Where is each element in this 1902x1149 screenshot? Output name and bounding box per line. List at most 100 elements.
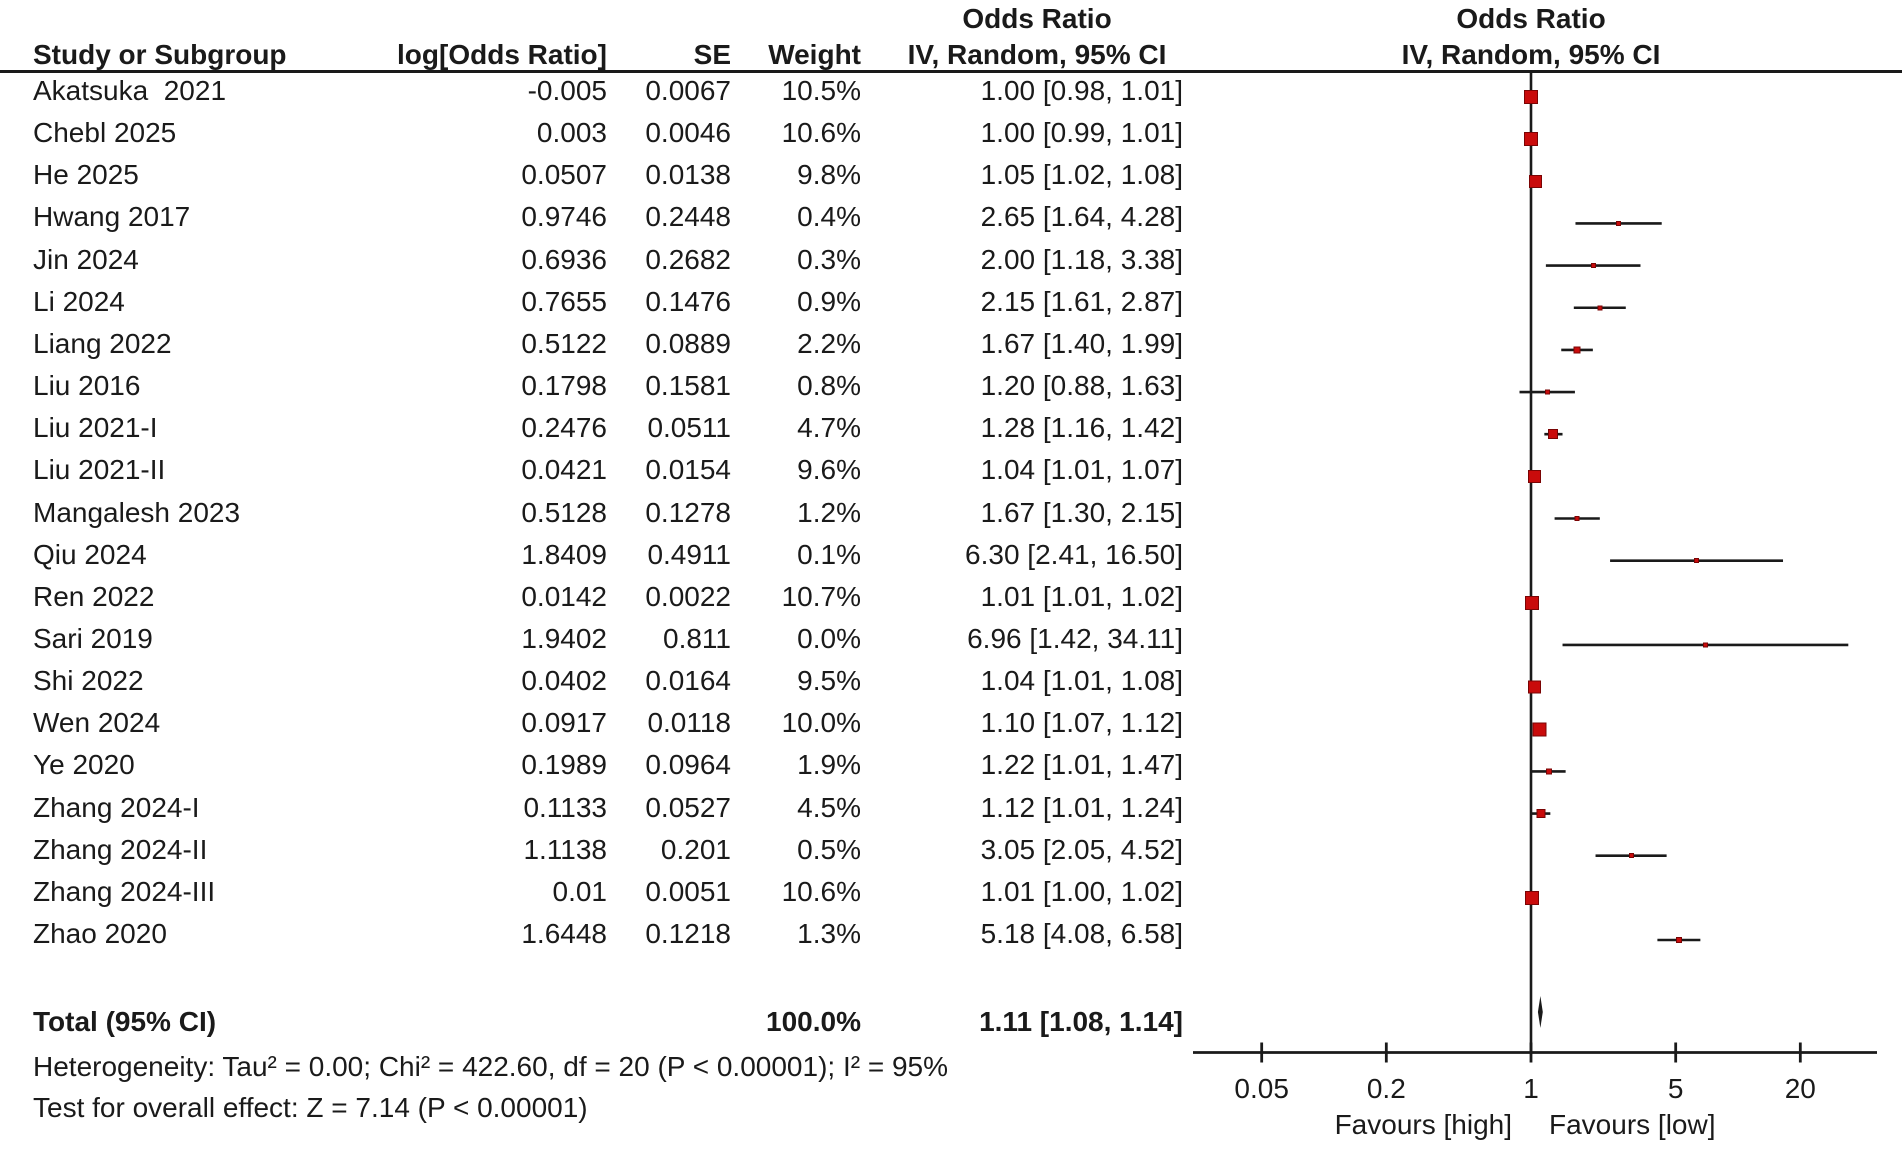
weight-value: 2.2% (797, 327, 861, 359)
ci-value: 1.00 [0.98, 1.01] (980, 75, 1183, 106)
column-header-ci-right: IV, Random, 95% CI (1401, 39, 1661, 70)
header-rule (0, 70, 1902, 73)
ci-value: 3.05 [2.05, 4.52] (980, 833, 1183, 865)
ci-value: 1.10 [1.07, 1.12] (980, 707, 1183, 739)
study-name: Qiu 2024 (33, 538, 147, 570)
ci-value: 6.30 [2.41, 16.50] (965, 538, 1183, 570)
logor-value: 1.9402 (521, 622, 607, 654)
column-header-ci-left: IV, Random, 95% CI (907, 39, 1167, 70)
study-name: Liu 2016 (33, 370, 141, 402)
ci-value: 1.22 [1.01, 1.47] (980, 749, 1183, 781)
se-value: 0.201 (660, 833, 731, 865)
study-name: Ye 2020 (33, 749, 135, 781)
ci-value: 1.28 [1.16, 1.42] (980, 412, 1183, 444)
effect-marker (1628, 853, 1634, 859)
weight-value: 1.2% (797, 496, 861, 528)
weight-value: 0.4% (797, 201, 861, 233)
study-row: Ye 2020 0.1989 0.0964 1.9% 1.22 [1.01, 1.47] (0, 750, 1902, 792)
weight-value: 9.8% (797, 159, 861, 191)
study-row: Jin 2024 0.6936 0.2682 0.3% 2.00 [1.18, 3.38… (0, 243, 1902, 287)
study-name: Zhang 2024-II (33, 833, 208, 865)
se-value: 0.0511 (647, 412, 731, 444)
column-header-logor: log[Odds Ratio] (397, 39, 607, 70)
effect-marker (1524, 890, 1539, 905)
effect-marker (1573, 346, 1581, 354)
se-value: 0.0964 (645, 749, 731, 781)
se-value: 0.0889 (645, 327, 731, 359)
weight-value: 10.6% (781, 117, 861, 149)
ci-value: 2.00 [1.18, 3.38] (980, 243, 1183, 275)
ci-value: 2.15 [1.61, 2.87] (980, 285, 1183, 317)
weight-value: 9.5% (797, 665, 861, 697)
logor-value: 0.003 (536, 117, 607, 149)
se-value: 0.1476 (645, 285, 731, 317)
favours-left-label: Favours [high] (1334, 1109, 1512, 1140)
se-value: 0.811 (663, 622, 731, 654)
se-value: 0.2682 (645, 243, 731, 275)
weight-value: 10.6% (781, 875, 861, 907)
study-name: Ren 2022 (33, 580, 155, 612)
study-row: He 2025 0.0507 0.0138 9.8% 1.05 [1.02, 1.08] (0, 160, 1902, 202)
logor-value: 0.5128 (521, 496, 607, 528)
effect-marker (1528, 469, 1542, 483)
se-value: 0.0046 (645, 117, 731, 149)
weight-value: 0.9% (797, 285, 861, 317)
study-row: Zhang 2024-III 0.01 0.0051 10.6% 1.01 [1.00,… (0, 875, 1902, 919)
study-name: Jin 2024 (33, 243, 139, 275)
overall-effect-text: Test for overall effect: Z = 7.14 (P < 0… (33, 1092, 588, 1123)
ci-value: 1.01 [1.01, 1.02] (980, 580, 1183, 612)
logor-value: 0.2476 (521, 412, 607, 444)
study-name: Wen 2024 (33, 707, 161, 739)
weight-value: 0.5% (797, 833, 861, 865)
study-name: Sari 2019 (33, 622, 153, 654)
study-row: Liang 2022 0.5122 0.0889 2.2% 1.67 [1.40, 1.… (0, 327, 1902, 371)
logor-value: -0.005 (527, 75, 607, 106)
weight-value: 10.0% (781, 707, 861, 739)
logor-value: 0.0917 (521, 707, 607, 739)
weight-value: 4.7% (797, 412, 861, 444)
effect-marker (1532, 722, 1547, 737)
ci-value: 1.67 [1.30, 2.15] (980, 496, 1183, 528)
total-ci: 1.11 [1.08, 1.14] (979, 1006, 1183, 1037)
ci-value: 6.96 [1.42, 34.11] (967, 622, 1183, 654)
study-row: Zhang 2024-II 1.1138 0.201 0.5% 3.05 [2.05, … (0, 833, 1902, 877)
column-header-se: SE (693, 39, 731, 70)
logor-value: 0.1133 (523, 791, 607, 823)
ci-value: 1.05 [1.02, 1.08] (980, 159, 1183, 191)
se-value: 0.1581 (645, 370, 731, 402)
ci-value: 1.00 [0.99, 1.01] (980, 117, 1183, 149)
effect-marker (1693, 558, 1699, 564)
effect-marker (1544, 389, 1550, 395)
se-value: 0.0067 (645, 75, 731, 106)
study-name: Li 2024 (33, 285, 125, 317)
logor-value: 0.0421 (521, 454, 607, 486)
study-name: Chebl 2025 (33, 117, 177, 149)
weight-value: 0.1% (797, 538, 861, 570)
total-weight: 100.0% (766, 1006, 861, 1037)
study-row: Liu 2016 0.1798 0.1581 0.8% 1.20 [0.88, 1.63… (0, 371, 1902, 413)
column-header-weight: Weight (768, 39, 861, 70)
study-name: Liu 2021-II (33, 454, 166, 486)
effect-marker (1574, 516, 1580, 521)
axis-tick-label: 5 (1667, 1073, 1684, 1104)
weight-value: 0.3% (797, 243, 861, 275)
summary-diamond (1537, 996, 1543, 1028)
se-value: 0.0051 (645, 875, 731, 907)
ci-value: 1.20 [0.88, 1.63] (980, 370, 1183, 402)
study-name: Liang 2022 (33, 327, 172, 359)
study-row: Wen 2024 0.0917 0.0118 10.0% 1.10 [1.07, 1.1… (0, 708, 1902, 750)
weight-value: 10.5% (781, 75, 861, 106)
effect-marker (1597, 305, 1603, 311)
se-value: 0.0118 (647, 707, 731, 739)
logor-value: 0.7655 (521, 285, 607, 317)
effect-marker (1528, 174, 1542, 188)
logor-value: 1.6448 (521, 918, 607, 949)
logor-value: 0.0402 (521, 665, 607, 697)
weight-value: 1.3% (797, 918, 861, 949)
effect-marker (1528, 680, 1542, 694)
logor-value: 0.9746 (521, 201, 607, 233)
effect-marker (1675, 937, 1682, 943)
ci-value: 1.04 [1.01, 1.08] (980, 665, 1183, 697)
